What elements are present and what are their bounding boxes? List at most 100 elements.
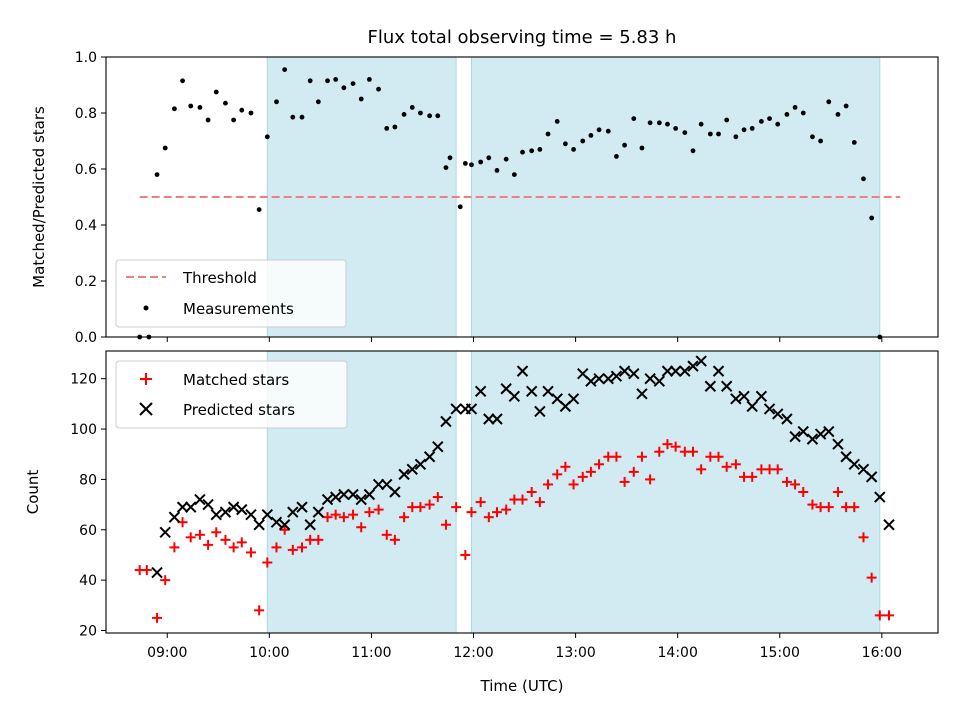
measurement-point — [478, 159, 484, 165]
measurement-point — [443, 165, 449, 171]
count-panel: 20 40 60 80 100 120 09:00 10:00 11:00 12:00 13:00 1… — [24, 350, 939, 695]
x-tick-label: 10:00 — [249, 645, 289, 661]
y-tick-label: 120 — [70, 372, 97, 388]
matched-point — [790, 479, 801, 490]
matched-point — [228, 542, 239, 553]
matched-point — [451, 502, 462, 513]
matched-point — [772, 464, 783, 475]
predicted-point — [772, 408, 784, 420]
measurement-point — [707, 131, 713, 137]
measurement-point — [792, 105, 798, 110]
measurement-point — [248, 110, 254, 116]
measurement-point — [315, 99, 321, 105]
matched-point — [203, 539, 214, 550]
x-tick-label: 09:00 — [147, 645, 187, 661]
matched-point — [687, 446, 698, 457]
x-tick-label: 12:00 — [453, 645, 493, 661]
predicted-point — [883, 519, 895, 531]
y-tick-label: 60 — [79, 523, 97, 539]
measurement-point — [366, 77, 372, 82]
measurement-point — [869, 215, 875, 221]
measurement-point — [614, 154, 619, 159]
measurement-point — [690, 148, 696, 154]
predicted-point — [789, 430, 801, 443]
matched-point — [568, 479, 579, 490]
measurement-point — [409, 105, 415, 110]
measurement-point — [724, 117, 730, 123]
measurement-point — [554, 119, 560, 124]
measurement-point — [162, 145, 168, 151]
ratio-panel-frame — [105, 56, 939, 338]
y-tick-label: 20 — [79, 623, 97, 639]
predicted-point — [202, 498, 214, 511]
measurement-point — [282, 67, 288, 72]
measurement-point — [384, 125, 390, 131]
count-panel-frame — [105, 350, 939, 634]
predicted-point — [602, 372, 614, 385]
predicted-point — [755, 390, 768, 403]
predicted-point — [763, 403, 776, 415]
predicted-point — [176, 501, 189, 513]
measurement-point — [767, 116, 772, 121]
predicted-point — [704, 380, 717, 392]
measurement-point — [562, 141, 568, 147]
matched-point — [866, 572, 877, 583]
measurement-point — [299, 114, 305, 120]
measurement-point — [647, 120, 653, 126]
predicted-point — [406, 463, 418, 476]
threshold-legend-label: Threshold — [182, 269, 257, 287]
matched-point — [517, 494, 528, 505]
matched-point — [619, 476, 630, 487]
measurement-point — [631, 116, 637, 121]
predicted-point — [253, 519, 265, 531]
predicted-point — [628, 367, 640, 380]
predicted-point — [669, 365, 682, 377]
predicted-point — [465, 403, 478, 415]
matched-point — [475, 497, 486, 508]
measurement-point — [494, 168, 500, 173]
matched-point — [432, 492, 443, 503]
count-legend-box — [115, 360, 348, 429]
measurement-point — [188, 103, 194, 109]
matched-point — [185, 532, 196, 543]
ratio-legend-box — [115, 259, 347, 328]
measurement-point — [698, 121, 704, 127]
matched-point — [460, 549, 471, 560]
measurement-point — [537, 147, 543, 152]
matched-point — [823, 502, 834, 513]
matched-point — [348, 509, 359, 520]
measurement-point — [851, 140, 857, 145]
matched-point — [271, 542, 282, 553]
measurement-point — [741, 127, 747, 133]
measurement-point — [469, 162, 474, 168]
measurement-point — [605, 128, 611, 134]
matched-point — [356, 522, 367, 533]
predicted-point — [312, 506, 325, 518]
matched-point — [577, 471, 588, 482]
measurement-point — [545, 131, 551, 137]
matched-point — [645, 474, 656, 485]
matched-point — [534, 497, 545, 508]
predicted-point — [730, 393, 742, 405]
predicted-point — [483, 413, 495, 425]
matched-point — [491, 507, 502, 518]
predicted-point — [653, 375, 666, 387]
measurement-point — [180, 78, 185, 84]
measurement-point — [231, 117, 237, 123]
x-tick-label: 14:00 — [658, 645, 698, 661]
predicted-point — [746, 400, 758, 413]
matched-point — [611, 451, 622, 462]
matched-point — [279, 524, 290, 535]
matched-point — [721, 461, 732, 472]
chart-title: Flux total observing time = 5.83 h — [368, 27, 677, 48]
measurement-point — [775, 121, 781, 127]
matched-point — [781, 476, 792, 487]
matched-point — [874, 610, 885, 621]
measurement-point — [418, 110, 423, 116]
count-panel-ylabel: Count — [24, 470, 42, 515]
matched-point — [730, 459, 741, 470]
matched-point — [798, 487, 809, 497]
measurement-point — [333, 77, 339, 82]
predicted-point — [848, 458, 860, 471]
predicted-point — [508, 390, 521, 403]
